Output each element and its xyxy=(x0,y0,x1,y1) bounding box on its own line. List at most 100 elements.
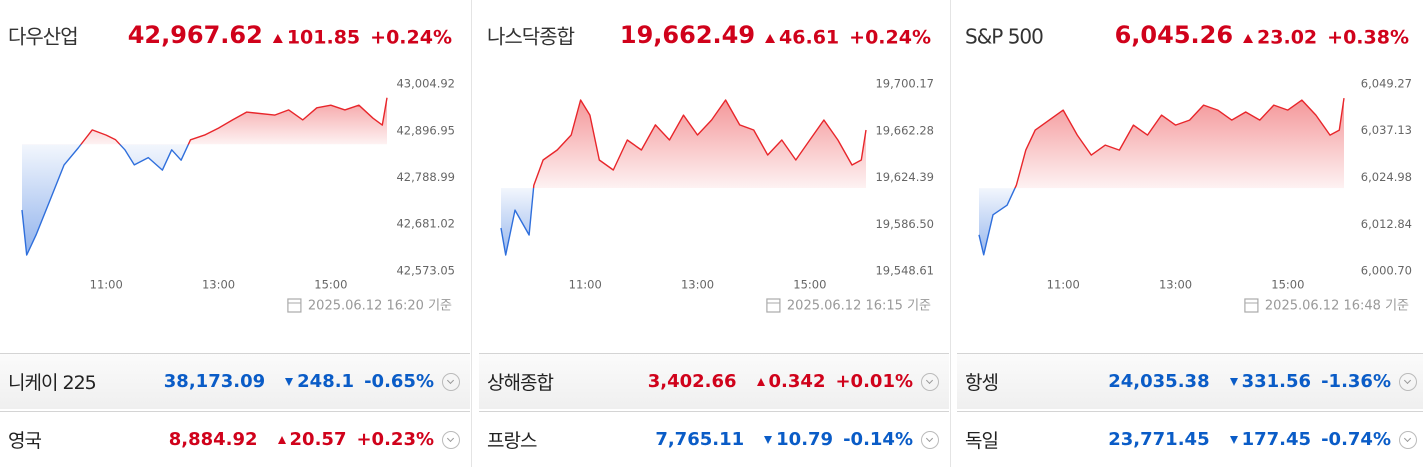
x-tick-label: 11:00 xyxy=(569,278,602,292)
expand-icon[interactable] xyxy=(442,372,460,391)
market-name: 니케이 225 xyxy=(8,372,97,394)
x-tick-label: 15:00 xyxy=(1271,278,1304,292)
market-change-pct: -1.36% xyxy=(1321,371,1391,392)
y-tick-label: 42,681.02 xyxy=(396,217,455,231)
direction-arrow xyxy=(277,435,286,444)
direction-arrow xyxy=(765,34,776,43)
direction-arrow xyxy=(764,435,773,444)
index-panel: S&P 500 +0.38% 23.02 6,045.26 6,049.27 6,037.… xyxy=(957,0,1423,353)
market-change: 331.56 xyxy=(1241,371,1312,392)
timestamp: 2025.06.12 16:15 기준 xyxy=(787,299,931,314)
calendar-icon xyxy=(1244,298,1259,313)
change-pct: +0.24% xyxy=(849,27,931,49)
x-tick-label: 15:00 xyxy=(793,278,826,292)
market-change: 248.1 xyxy=(297,371,355,392)
index-panel: 다우산업 +0.24% 101.85 42,967.62 43,004.92 42,896… xyxy=(0,0,472,353)
market-row[interactable]: 항셍 24,035.38 331.56 -1.36% xyxy=(957,353,1423,409)
chart: S&P 500 +0.38% 23.02 6,045.26 6,049.27 6,037.… xyxy=(965,21,1412,314)
y-tick-label: 42,788.99 xyxy=(396,170,455,184)
chart: 다우산업 +0.24% 101.85 42,967.62 43,004.92 42,896… xyxy=(8,21,455,314)
market-row[interactable]: 상해종합 3,402.66 0.342 +0.01% xyxy=(479,353,949,409)
y-tick-label: 6,012.84 xyxy=(1361,217,1412,231)
market-change-pct: -0.14% xyxy=(843,429,913,450)
index-name: 나스닥종합 xyxy=(487,25,575,49)
direction-arrow xyxy=(272,34,283,43)
x-tick-label: 13:00 xyxy=(1159,278,1192,292)
market-row[interactable]: 독일 23,771.45 177.45 -0.74% xyxy=(957,411,1423,467)
index-name: 다우산업 xyxy=(8,25,78,49)
change-pct: +0.38% xyxy=(1327,27,1409,49)
calendar-icon xyxy=(287,298,302,313)
y-tick-label: 19,662.28 xyxy=(875,123,934,137)
market-change-pct: +0.23% xyxy=(356,429,434,450)
calendar-icon xyxy=(766,298,781,313)
market-name: 상해종합 xyxy=(487,372,554,394)
change: 23.02 xyxy=(1257,27,1317,49)
change: 46.61 xyxy=(779,27,839,49)
divider xyxy=(950,0,951,467)
area xyxy=(979,98,1344,255)
index-panel: 나스닥종합 +0.24% 46.61 19,662.49 19,700.17 19,662… xyxy=(479,0,951,353)
direction-arrow xyxy=(1229,435,1238,444)
market-change: 0.342 xyxy=(768,371,826,392)
market-price: 38,173.09 xyxy=(163,371,266,392)
y-tick-label: 19,624.39 xyxy=(875,170,934,184)
y-tick-label: 6,000.70 xyxy=(1361,264,1412,278)
market-change-pct: -0.74% xyxy=(1321,429,1391,450)
y-tick-label: 19,548.61 xyxy=(875,264,934,278)
y-tick-label: 6,037.13 xyxy=(1361,123,1412,137)
market-price: 3,402.66 xyxy=(647,371,737,392)
market-price: 23,771.45 xyxy=(1108,429,1210,450)
market-name: 항셍 xyxy=(965,372,999,394)
market-row[interactable]: 니케이 225 38,173.09 248.1 -0.65% xyxy=(0,353,470,409)
direction-arrow xyxy=(756,377,765,386)
y-tick-label: 19,586.50 xyxy=(875,217,934,231)
x-tick-label: 11:00 xyxy=(1047,278,1080,292)
market-change-pct: -0.65% xyxy=(364,371,434,392)
expand-icon[interactable] xyxy=(921,372,939,391)
market-price: 8,884.92 xyxy=(168,429,258,450)
area xyxy=(501,100,866,255)
change: 101.85 xyxy=(287,27,360,49)
market-name: 영국 xyxy=(8,430,42,452)
direction-arrow xyxy=(1243,34,1254,43)
y-tick-label: 42,573.05 xyxy=(396,264,455,278)
y-tick-label: 6,024.98 xyxy=(1361,170,1412,184)
market-row[interactable]: 프랑스 7,765.11 10.79 -0.14% xyxy=(479,411,949,467)
x-tick-label: 15:00 xyxy=(314,278,347,292)
x-tick-label: 11:00 xyxy=(90,278,123,292)
expand-icon[interactable] xyxy=(1399,372,1417,391)
market-change: 10.79 xyxy=(776,429,834,450)
area xyxy=(22,97,387,255)
divider xyxy=(471,0,472,467)
market-name: 프랑스 xyxy=(487,430,537,452)
expand-icon[interactable] xyxy=(921,430,939,449)
price: 42,967.62 xyxy=(128,21,263,49)
index-name: S&P 500 xyxy=(965,25,1043,49)
market-price: 24,035.38 xyxy=(1108,371,1210,392)
line xyxy=(978,97,1345,256)
change-pct: +0.24% xyxy=(370,27,452,49)
market-row[interactable]: 영국 8,884.92 20.57 +0.23% xyxy=(0,411,470,467)
x-tick-label: 13:00 xyxy=(681,278,714,292)
market-name: 독일 xyxy=(965,430,999,452)
direction-arrow xyxy=(1229,377,1238,386)
x-tick-label: 13:00 xyxy=(202,278,235,292)
y-tick-label: 6,049.27 xyxy=(1361,77,1412,91)
expand-icon[interactable] xyxy=(1399,430,1417,449)
y-tick-label: 43,004.92 xyxy=(396,77,455,91)
market-change: 20.57 xyxy=(289,429,347,450)
price: 6,045.26 xyxy=(1115,21,1233,49)
market-change: 177.45 xyxy=(1241,429,1312,450)
expand-icon[interactable] xyxy=(442,430,460,449)
y-tick-label: 19,700.17 xyxy=(875,77,934,91)
line xyxy=(500,99,867,256)
timestamp: 2025.06.12 16:48 기준 xyxy=(1265,299,1409,314)
chart: 나스닥종합 +0.24% 46.61 19,662.49 19,700.17 19,662… xyxy=(487,21,934,314)
market-change-pct: +0.01% xyxy=(835,371,913,392)
y-tick-label: 42,896.95 xyxy=(396,123,455,137)
market-price: 7,765.11 xyxy=(655,429,745,450)
price: 19,662.49 xyxy=(620,21,755,49)
line xyxy=(21,97,388,256)
